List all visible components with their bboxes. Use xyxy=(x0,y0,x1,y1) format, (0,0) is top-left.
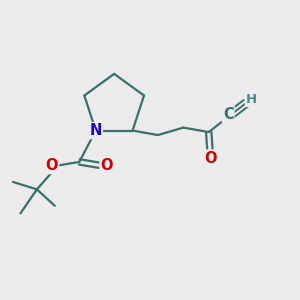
Text: O: O xyxy=(46,158,58,173)
Text: N: N xyxy=(89,123,102,138)
Text: C: C xyxy=(223,107,233,122)
Text: O: O xyxy=(100,158,113,173)
Text: H: H xyxy=(246,93,257,106)
Text: O: O xyxy=(205,151,217,166)
